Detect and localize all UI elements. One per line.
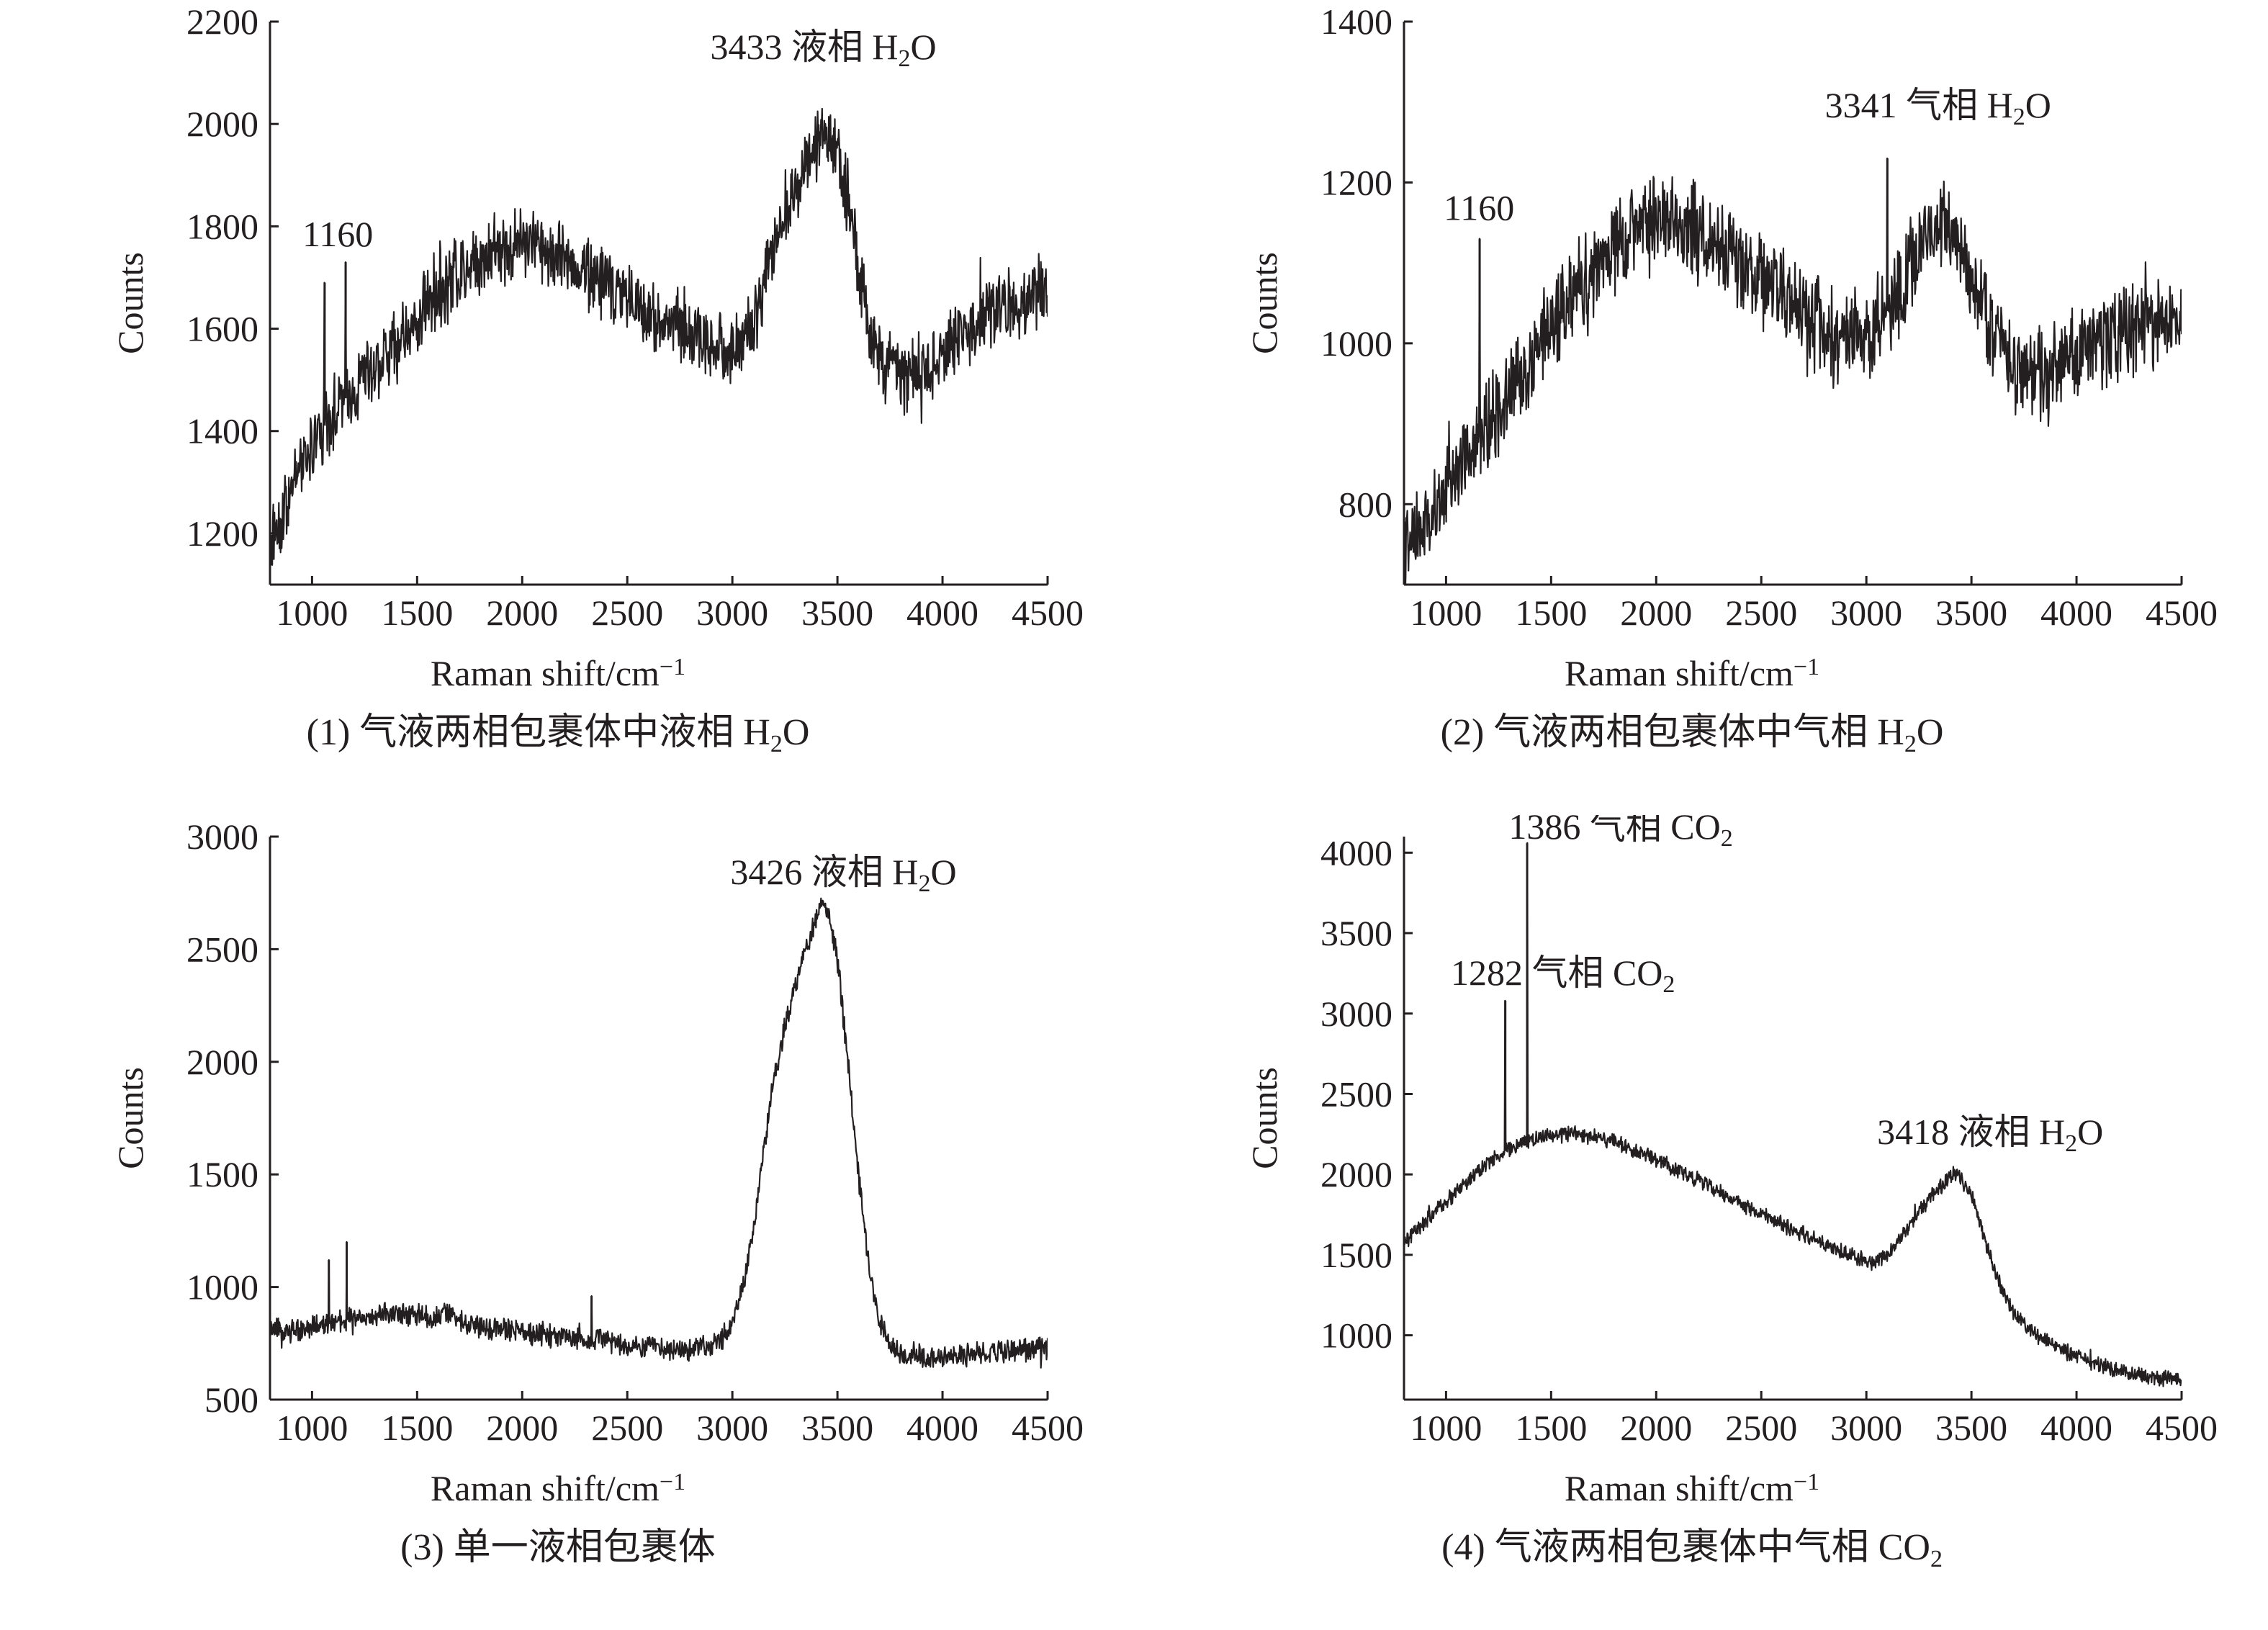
y-tick-label: 1500 bbox=[1320, 1235, 1392, 1275]
x-tick-label: 3500 bbox=[801, 1408, 873, 1448]
x-tick-label: 2500 bbox=[1725, 1408, 1797, 1448]
x-tick-label: 1500 bbox=[1515, 593, 1587, 633]
y-tick-label: 1000 bbox=[186, 1267, 258, 1307]
x-tick-label: 3000 bbox=[1830, 593, 1902, 633]
y-tick-label: 1500 bbox=[186, 1154, 258, 1194]
y-tick-label: 2000 bbox=[186, 104, 258, 144]
chart-panel-3: 1000 1500 2000 2500 3000 3500 4000 4500 500 1000 1… bbox=[0, 815, 1134, 1630]
x-tick-label: 2000 bbox=[1620, 1408, 1692, 1448]
x-tick-label: 3500 bbox=[1935, 593, 2007, 633]
x-tick-label: 2000 bbox=[486, 1408, 558, 1448]
chart-panel-4: 1000 1500 2000 2500 3000 3500 4000 4500 1000 1500… bbox=[1134, 815, 2268, 1630]
x-tick-label: 3000 bbox=[696, 593, 768, 633]
x-tick-label: 4500 bbox=[1012, 1408, 1084, 1448]
x-tick-label: 4500 bbox=[2146, 593, 2218, 633]
x-axis-label: Raman shift/cm−1 bbox=[431, 653, 685, 693]
y-tick-label: 3500 bbox=[1320, 913, 1392, 953]
y-tick-label: 1800 bbox=[186, 206, 258, 246]
x-tick-label: 2500 bbox=[1725, 593, 1797, 633]
peak-annotation: 1282 气相 CO2 bbox=[1451, 953, 1675, 998]
x-tick-label: 4000 bbox=[906, 593, 978, 633]
x-tick-label: 1000 bbox=[276, 593, 348, 633]
y-tick-label: 4000 bbox=[1320, 832, 1392, 873]
peak-annotation: 3433 液相 H2O bbox=[710, 27, 936, 72]
raman-spectrum-line bbox=[270, 897, 1048, 1369]
x-tick-label: 1000 bbox=[1410, 1408, 1482, 1448]
raman-spectrum-line bbox=[1404, 157, 2182, 585]
y-axis-label: Counts bbox=[110, 1067, 150, 1169]
x-tick-label: 1500 bbox=[1515, 1408, 1587, 1448]
x-axis-label: Raman shift/cm−1 bbox=[1565, 1468, 1819, 1508]
y-tick-label: 2500 bbox=[186, 929, 258, 969]
panel-caption: (3) 单一液相包裹体 bbox=[400, 1527, 716, 1568]
y-axis-label: Counts bbox=[1244, 252, 1284, 354]
peak-annotation: 1386 气相 CO2 bbox=[1508, 815, 1732, 851]
raman-chart-4: 1000 1500 2000 2500 3000 3500 4000 4500 1000 1500… bbox=[1244, 815, 2218, 1572]
x-tick-label: 2500 bbox=[591, 1408, 663, 1448]
x-tick-label: 4000 bbox=[2040, 1408, 2112, 1448]
x-tick-label: 3500 bbox=[801, 593, 873, 633]
y-tick-label: 2000 bbox=[186, 1042, 258, 1082]
x-tick-label: 3500 bbox=[1935, 1408, 2007, 1448]
x-axis-label: Raman shift/cm−1 bbox=[1565, 653, 1819, 693]
raman-chart-2: 1000 1500 2000 2500 3000 3500 4000 4500 800 1000 1… bbox=[1244, 1, 2218, 757]
x-tick-label: 4500 bbox=[1012, 593, 1084, 633]
y-tick-label: 1200 bbox=[186, 513, 258, 554]
chart-panel-2: 1000 1500 2000 2500 3000 3500 4000 4500 800 1000 1… bbox=[1134, 0, 2268, 815]
x-tick-label: 1500 bbox=[381, 1408, 453, 1448]
peak-annotation: 1160 bbox=[302, 214, 373, 254]
y-tick-label: 1000 bbox=[1320, 323, 1392, 364]
panel-caption: (4) 气液两相包裹体中气相 CO2 bbox=[1441, 1527, 1943, 1572]
panel-caption: (2) 气液两相包裹体中气相 H2O bbox=[1441, 712, 1944, 757]
x-tick-label: 2000 bbox=[1620, 593, 1692, 633]
x-tick-label: 4500 bbox=[2146, 1408, 2218, 1448]
y-axis-label: Counts bbox=[110, 252, 150, 354]
x-tick-label: 1000 bbox=[1410, 593, 1482, 633]
y-tick-label: 1000 bbox=[1320, 1315, 1392, 1356]
peak-annotation: 3426 液相 H2O bbox=[730, 852, 956, 897]
y-axis-label: Counts bbox=[1244, 1067, 1284, 1169]
x-tick-label: 4000 bbox=[906, 1408, 978, 1448]
y-tick-label: 1400 bbox=[186, 411, 258, 451]
x-tick-label: 3000 bbox=[1830, 1408, 1902, 1448]
y-tick-label: 3000 bbox=[186, 816, 258, 857]
y-tick-label: 3000 bbox=[1320, 994, 1392, 1034]
y-tick-label: 1600 bbox=[186, 309, 258, 349]
peak-annotation: 3341 气相 H2O bbox=[1825, 85, 2051, 130]
x-tick-label: 4000 bbox=[2040, 593, 2112, 633]
panel-caption: (1) 气液两相包裹体中液相 H2O bbox=[307, 712, 810, 757]
x-tick-label: 2500 bbox=[591, 593, 663, 633]
x-tick-label: 1500 bbox=[381, 593, 453, 633]
y-tick-label: 500 bbox=[204, 1379, 258, 1420]
y-tick-label: 2000 bbox=[1320, 1154, 1392, 1194]
raman-spectrum-line bbox=[270, 107, 1048, 566]
y-tick-label: 1400 bbox=[1320, 1, 1392, 42]
raman-chart-3: 1000 1500 2000 2500 3000 3500 4000 4500 500 1000 1… bbox=[110, 816, 1084, 1568]
x-tick-label: 2000 bbox=[486, 593, 558, 633]
x-axis-label: Raman shift/cm−1 bbox=[431, 1468, 685, 1508]
peak-annotation: 3418 液相 H2O bbox=[1877, 1112, 2103, 1157]
raman-chart-1: 1000 1500 2000 2500 3000 3500 4000 4500 1200 1400… bbox=[110, 1, 1084, 757]
y-tick-label: 800 bbox=[1338, 484, 1392, 524]
y-tick-label: 2200 bbox=[186, 1, 258, 42]
y-tick-label: 2500 bbox=[1320, 1073, 1392, 1114]
chart-panel-1: 1000 1500 2000 2500 3000 3500 4000 4500 1200 1400… bbox=[0, 0, 1134, 815]
x-tick-label: 3000 bbox=[696, 1408, 768, 1448]
raman-spectrum-line bbox=[1404, 842, 2182, 1387]
peak-annotation: 1160 bbox=[1444, 188, 1514, 228]
x-tick-label: 1000 bbox=[276, 1408, 348, 1448]
y-tick-label: 1200 bbox=[1320, 162, 1392, 202]
